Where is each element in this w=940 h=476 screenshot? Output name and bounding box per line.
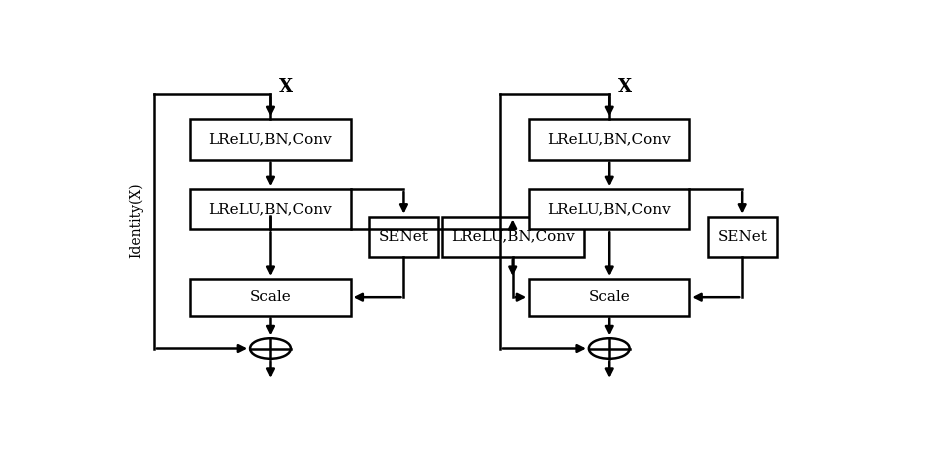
Bar <box>191 279 351 316</box>
Text: X: X <box>618 78 632 96</box>
Text: Scale: Scale <box>588 290 630 304</box>
Text: LReLU,BN,Conv: LReLU,BN,Conv <box>451 230 574 244</box>
Bar <box>529 119 689 160</box>
Text: Identity(X): Identity(X) <box>129 182 143 258</box>
Bar <box>191 119 351 160</box>
Text: LReLU,BN,Conv: LReLU,BN,Conv <box>547 133 671 147</box>
Bar <box>442 217 584 257</box>
Text: LReLU,BN,Conv: LReLU,BN,Conv <box>547 202 671 216</box>
Text: X: X <box>279 78 293 96</box>
Bar <box>368 217 438 257</box>
Text: LReLU,BN,Conv: LReLU,BN,Conv <box>209 133 333 147</box>
Bar <box>191 189 351 229</box>
Text: SENet: SENet <box>379 230 429 244</box>
Bar <box>529 189 689 229</box>
Text: LReLU,BN,Conv: LReLU,BN,Conv <box>209 202 333 216</box>
Bar <box>529 279 689 316</box>
Text: SENet: SENet <box>717 230 767 244</box>
Text: Scale: Scale <box>250 290 291 304</box>
Bar <box>708 217 776 257</box>
